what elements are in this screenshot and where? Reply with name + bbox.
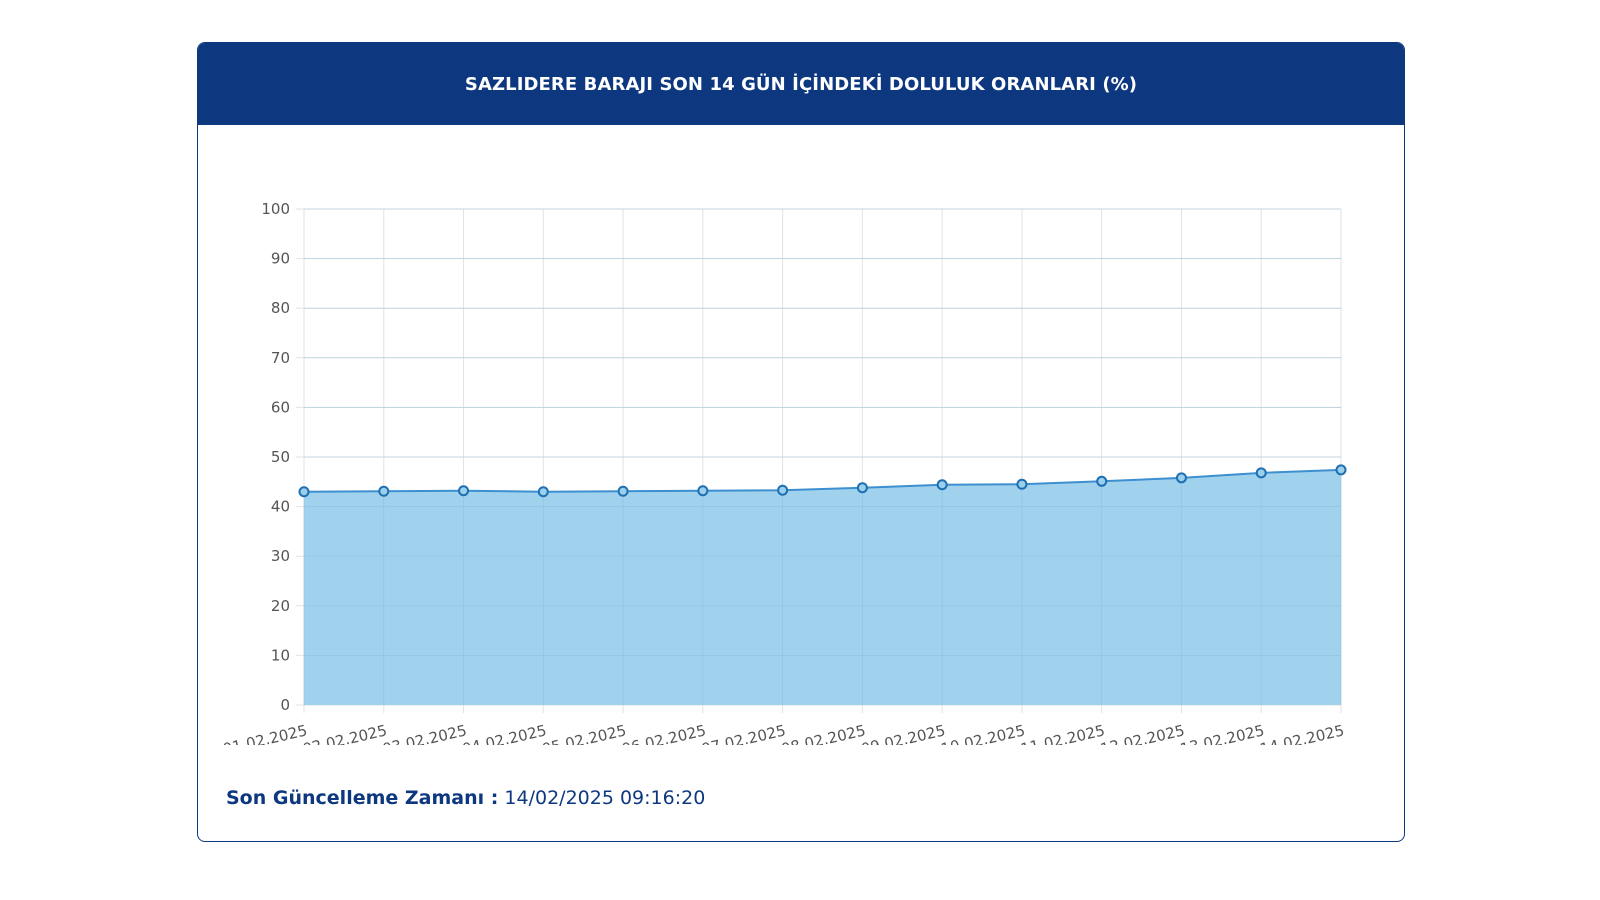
y-tick-label: 90 [271,250,290,268]
data-point [697,485,709,497]
y-tick-label: 10 [271,646,290,664]
card-header: SAZLIDERE BARAJI SON 14 GÜN İÇİNDEKİ DOL… [198,43,1404,125]
y-tick-label: 50 [271,448,290,466]
x-tick-label: 08.02.2025 [780,721,868,745]
x-tick-label: 12.02.2025 [1099,721,1187,745]
y-tick-label: 100 [261,200,290,218]
y-tick-label: 70 [271,349,290,367]
y-tick-label: 20 [271,597,290,615]
y-tick-label: 0 [280,696,290,714]
series-line [303,468,1342,493]
data-point [1255,467,1267,479]
last-update: Son Güncelleme Zamanı : 14/02/2025 09:16… [226,787,705,809]
x-tick-label: 04.02.2025 [460,721,548,745]
x-tick-label: 06.02.2025 [620,721,708,745]
x-tick-label: 01.02.2025 [221,721,309,745]
data-point [777,484,789,496]
x-tick-label: 07.02.2025 [700,721,788,745]
y-tick-label: 30 [271,547,290,565]
data-point [298,486,310,498]
data-point [537,486,549,498]
data-point [378,485,390,497]
x-tick-label: 02.02.2025 [301,721,389,745]
chart-title: SAZLIDERE BARAJI SON 14 GÜN İÇİNDEKİ DOL… [464,73,1138,95]
data-point [617,485,629,497]
x-tick-label: 11.02.2025 [1019,721,1107,745]
data-point [1096,475,1108,487]
x-tick-label: 13.02.2025 [1178,721,1266,745]
data-point [856,482,868,494]
data-point [1016,478,1028,490]
data-point [1335,464,1347,476]
y-tick-label: 40 [271,498,290,516]
x-tick-label: 14.02.2025 [1258,721,1346,745]
last-update-label: Son Güncelleme Zamanı : [226,787,499,809]
area-chart: 0 10 20 30 40 50 60 70 80 90 100 01.02.202502.02.20… [221,200,1347,745]
last-update-value: 14/02/2025 09:16:20 [504,787,706,809]
x-tick-label: 05.02.2025 [540,721,628,745]
data-point [458,485,470,497]
series-area [304,469,1341,705]
x-tick-label: 09.02.2025 [859,721,947,745]
x-tick-label: 03.02.2025 [381,721,469,745]
data-point [1175,472,1187,484]
y-tick-label: 80 [271,299,290,317]
data-point [936,479,948,491]
x-tick-label: 10.02.2025 [939,721,1027,745]
chart-card: SAZLIDERE BARAJI SON 14 GÜN İÇİNDEKİ DOL… [197,42,1405,842]
y-tick-label: 60 [271,398,290,416]
